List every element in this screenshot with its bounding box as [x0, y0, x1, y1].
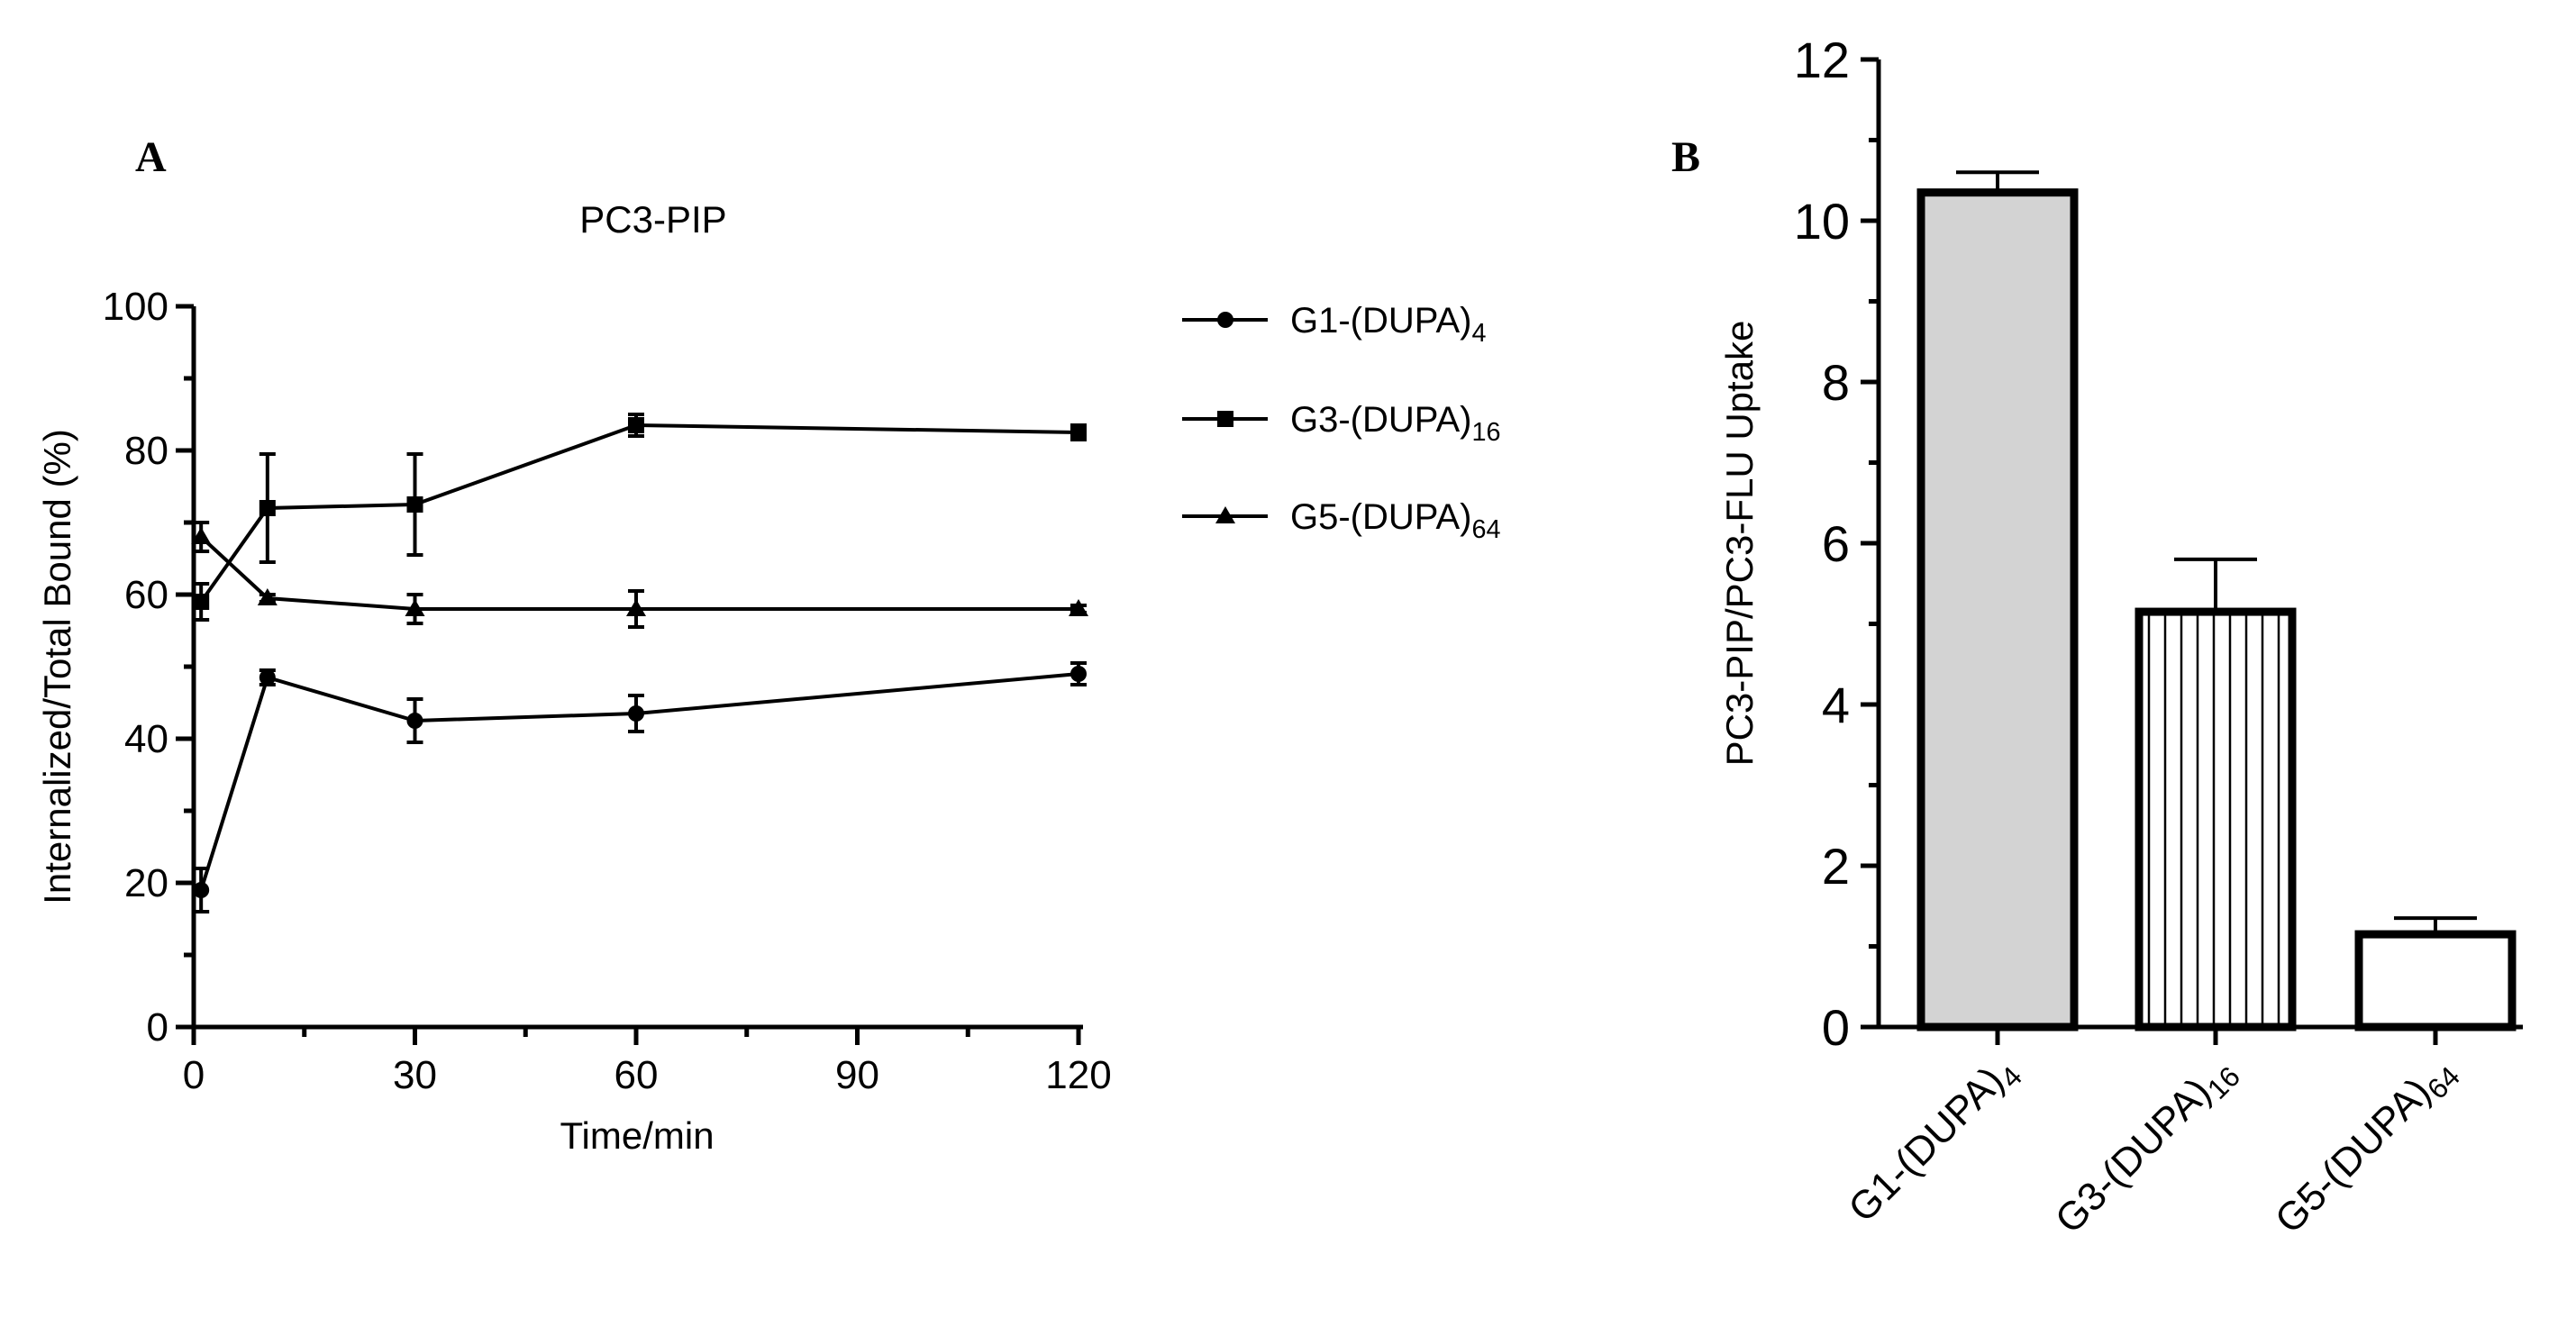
data-point — [405, 599, 425, 616]
series-line — [199, 535, 1079, 611]
data-point — [193, 594, 210, 610]
category-label: G5-(DUPA)64 — [2267, 1047, 2466, 1246]
bar-group — [2135, 557, 2297, 1045]
x-tick-label: 30 — [393, 1053, 437, 1097]
x-tick-label: 60 — [614, 1053, 659, 1097]
y-tick-label: 10 — [1794, 193, 1850, 250]
y-tick-label: 12 — [1794, 32, 1850, 88]
panel-b-bars — [1916, 170, 2517, 1045]
panel-a-title: PC3-PIP — [579, 198, 726, 241]
x-tick-label: 90 — [835, 1053, 879, 1097]
panel-b-y-ticks: 0 2 4 6 8 10 12 — [1794, 32, 1879, 1056]
series-triangle — [191, 521, 1088, 629]
y-tick-label: 6 — [1822, 515, 1850, 572]
panel-a-label: A — [135, 133, 167, 181]
y-tick-label: 0 — [1822, 999, 1850, 1056]
legend-marker — [1217, 312, 1233, 328]
data-point — [406, 496, 423, 513]
panel-a-series — [191, 413, 1088, 913]
legend-entry: G5-(DUPA)64 — [1182, 497, 1501, 544]
legend-entry: G1-(DUPA)4 — [1182, 301, 1487, 348]
panel-b-label: B — [1671, 133, 1700, 181]
data-point — [191, 527, 212, 544]
y-tick-label: 0 — [147, 1005, 168, 1050]
y-tick-label: 2 — [1822, 838, 1850, 895]
series-line — [199, 423, 1079, 604]
legend-marker — [1217, 411, 1233, 427]
data-point — [1070, 666, 1087, 682]
series-circle — [193, 661, 1087, 913]
x-tick-label: 0 — [183, 1053, 205, 1097]
panel-a-legend: G1-(DUPA)4 G3-(DUPA)16 G5-(DUPA)64 — [1182, 301, 1501, 544]
panel-a-y-axis-title: Internalized/Total Bound (%) — [36, 429, 78, 904]
data-point — [626, 599, 646, 616]
legend-label-sub: 16 — [1471, 418, 1500, 447]
legend-label-sub: 64 — [1471, 515, 1500, 544]
y-tick-label: 80 — [124, 429, 168, 473]
data-point — [1069, 599, 1088, 616]
y-tick-label: 8 — [1822, 354, 1850, 411]
panel-b-category-labels: G1-(DUPA)4 G3-(DUPA)16 G5-(DUPA)64 — [1840, 1047, 2466, 1246]
bar-group — [1916, 170, 2079, 1045]
data-point — [193, 882, 210, 898]
bar-group — [2354, 916, 2517, 1045]
bar — [1916, 188, 2079, 1032]
panel-a: A PC3-PIP 0 20 40 60 80 100 0 30 60 90 120 Time/m… — [36, 133, 1501, 1157]
y-tick-label: 4 — [1822, 677, 1850, 733]
legend-label-main: G3-(DUPA) — [1290, 400, 1471, 440]
y-tick-label: 20 — [124, 861, 168, 905]
y-tick-label: 100 — [103, 285, 168, 329]
data-point — [259, 500, 276, 516]
bar — [2135, 607, 2297, 1032]
panel-a-y-ticks: 0 20 40 60 80 100 — [103, 285, 194, 1050]
data-point — [628, 417, 644, 433]
legend-label: G3-(DUPA)16 — [1290, 400, 1501, 447]
legend-label: G5-(DUPA)64 — [1290, 497, 1501, 544]
legend-label-main: G5-(DUPA) — [1290, 497, 1471, 537]
data-point — [1070, 424, 1087, 441]
legend-label-sub: 4 — [1471, 319, 1486, 348]
panel-b: B 0 2 4 6 8 10 12 PC3-PIP/PC3-FLU Uptake G1-(D… — [1671, 32, 2523, 1246]
category-label: G1-(DUPA)4 — [1840, 1047, 2028, 1235]
panel-b-y-axis-title: PC3-PIP/PC3-FLU Uptake — [1718, 321, 1761, 767]
panel-a-x-ticks: 0 30 60 90 120 — [183, 1027, 1112, 1097]
legend-marker — [1215, 506, 1235, 523]
y-tick-label: 40 — [124, 717, 168, 761]
category-label: G3-(DUPA)16 — [2047, 1047, 2246, 1246]
legend-label-main: G1-(DUPA) — [1290, 301, 1471, 341]
category-label-main: G3-(DUPA) — [2047, 1069, 2219, 1241]
category-label-main: G1-(DUPA) — [1840, 1059, 2012, 1231]
data-point — [628, 705, 644, 722]
data-point — [257, 588, 278, 605]
data-point — [259, 669, 276, 686]
y-tick-label: 60 — [124, 573, 168, 617]
x-tick-label: 120 — [1045, 1053, 1111, 1097]
category-label-main: G5-(DUPA) — [2267, 1069, 2439, 1241]
data-point — [406, 713, 423, 729]
bar — [2354, 930, 2517, 1032]
panel-a-x-axis-title: Time/min — [560, 1114, 714, 1157]
legend-label: G1-(DUPA)4 — [1290, 301, 1487, 348]
legend-entry: G3-(DUPA)16 — [1182, 400, 1501, 447]
series-square — [193, 413, 1087, 622]
